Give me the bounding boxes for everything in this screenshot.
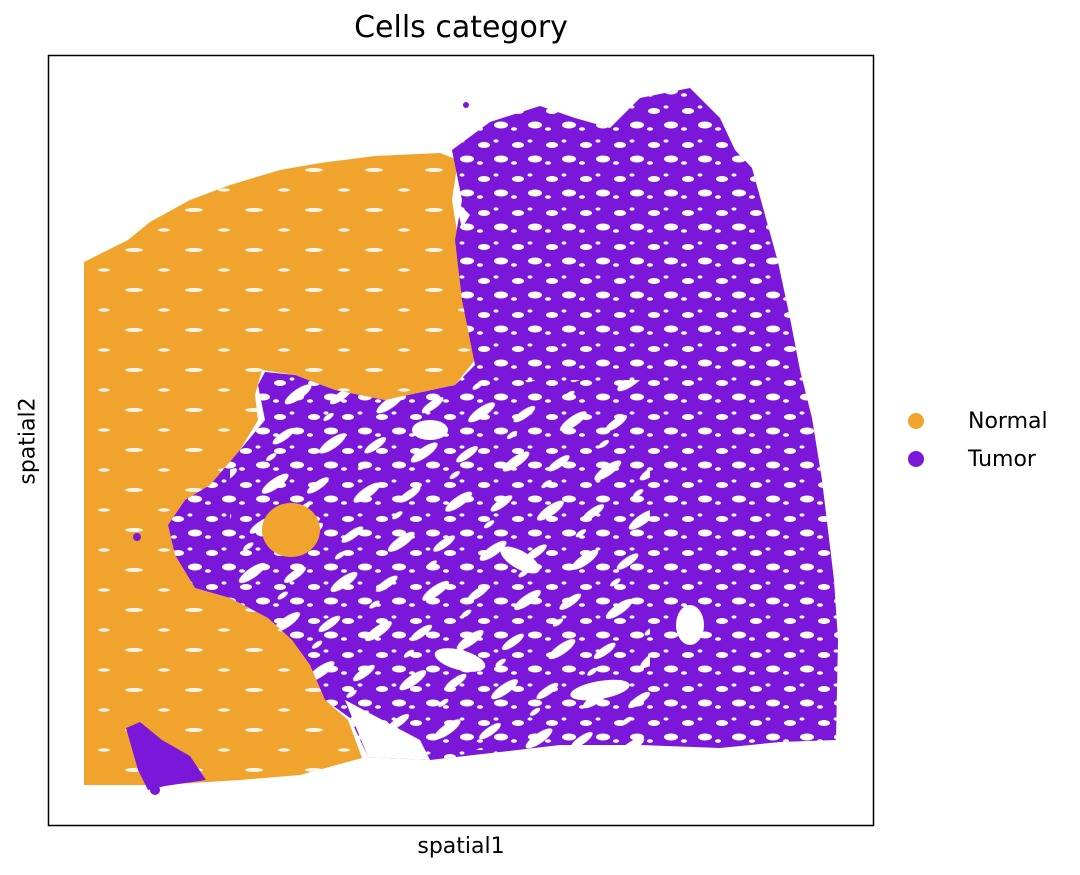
axes-frame: [47, 54, 875, 827]
x-axis-label: spatial1: [417, 834, 505, 859]
legend-marker-tumor: [908, 451, 924, 467]
legend-label-normal: Normal: [968, 408, 1048, 434]
legend: Normal Tumor: [905, 402, 1048, 478]
legend-marker-normal: [908, 413, 924, 429]
normal-islet: [262, 503, 320, 557]
legend-item-tumor: Tumor: [905, 440, 1048, 478]
legend-label-tumor: Tumor: [968, 446, 1036, 472]
y-axis-label: spatial2: [15, 397, 41, 485]
legend-item-normal: Normal: [905, 402, 1048, 440]
chart-title: Cells category: [354, 10, 568, 45]
